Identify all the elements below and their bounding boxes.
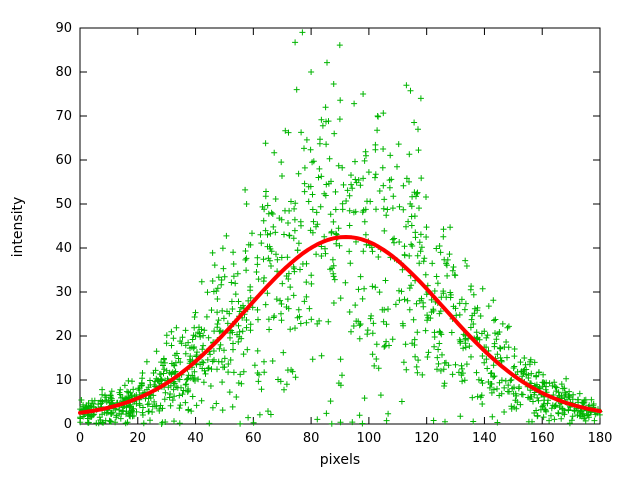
scatter-points [77, 29, 603, 427]
x-tick-label: 120 [414, 431, 439, 446]
y-tick-label: 50 [55, 197, 72, 212]
y-axis-label: intensity [10, 196, 26, 258]
y-tick-label: 10 [55, 373, 72, 388]
x-tick-label: 180 [588, 431, 613, 446]
y-tick-label: 30 [55, 285, 72, 300]
y-tick-label: 40 [55, 241, 72, 256]
y-tick-label: 80 [55, 65, 72, 80]
y-tick-label: 90 [55, 21, 72, 36]
x-tick-label: 160 [530, 431, 555, 446]
tick-marks [79, 27, 601, 425]
x-tick-label: 0 [76, 431, 84, 446]
x-axis-label: pixels [319, 452, 361, 468]
fit-curve [78, 235, 602, 415]
x-tick-label: 80 [303, 431, 320, 446]
x-tick-label: 140 [472, 431, 497, 446]
x-tick-label: 40 [187, 431, 204, 446]
y-tick-label: 60 [55, 153, 72, 168]
x-tick-label: 20 [130, 431, 147, 446]
plot-border [79, 27, 601, 425]
y-tick-label: 0 [64, 417, 72, 432]
x-tick-label: 100 [356, 431, 381, 446]
x-tick-label: 60 [245, 431, 262, 446]
y-tick-label: 70 [55, 109, 72, 124]
y-tick-label: 20 [55, 329, 72, 344]
